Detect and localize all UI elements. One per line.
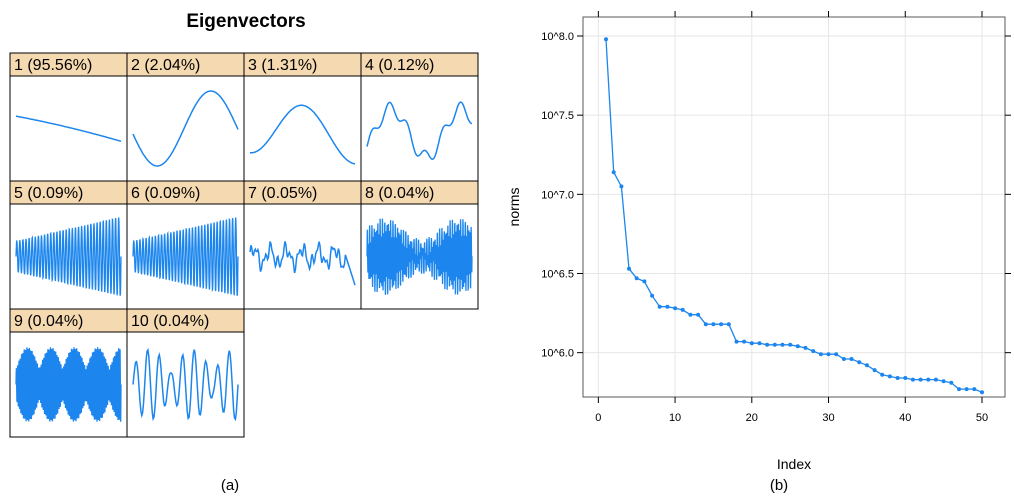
norm-point (780, 342, 785, 347)
eigenvector-3-line (250, 104, 356, 165)
y-tick-label: 10^7.5 (541, 110, 574, 122)
norms-panel: 0 10 20 30 40 50 10^6.0 10^6.5 10^7.0 10^7.5 10^8.… (506, 11, 1011, 494)
strip-label-3: 3 (1.31%) (248, 57, 317, 74)
norm-point (673, 306, 678, 311)
x-tick-label: 50 (976, 412, 988, 424)
norm-point (933, 377, 938, 382)
norm-point (665, 304, 670, 309)
x-tick-label: 40 (899, 412, 911, 424)
norm-point (696, 312, 701, 317)
strip-label-6: 6 (0.09%) (131, 185, 200, 202)
y-tick-label: 10^6.5 (541, 269, 574, 281)
norm-point (650, 293, 655, 298)
norm-point (918, 377, 923, 382)
x-tick-label: 0 (595, 412, 601, 424)
strip-label-2: 2 (2.04%) (131, 57, 200, 74)
eigenvector-4-line (366, 101, 473, 160)
norm-point (903, 376, 908, 380)
norm-point (818, 352, 823, 357)
eigenvector-plot-3 (243, 75, 362, 182)
norm-point (864, 363, 869, 368)
eigenvector-5-line (15, 217, 122, 296)
eigenvector-grid: 1 (95.56%) 2 (2.04%) 3 (1.31%) 4 (0.12%) 5 (… (9, 52, 479, 438)
norm-point (957, 387, 961, 392)
strip-label-10: 10 (0.04%) (131, 313, 209, 330)
norm-point (857, 360, 862, 365)
norm-point (887, 374, 892, 379)
x-tick-label: 20 (746, 412, 758, 424)
strip-label-9: 9 (0.04%) (14, 313, 83, 330)
norm-point (772, 342, 777, 347)
eigenvector-8-line (366, 218, 473, 295)
norm-point (657, 304, 662, 309)
norm-point (910, 377, 915, 382)
strip-label-1: 1 (95.56%) (14, 57, 92, 74)
y-tick-label: 10^6.0 (541, 348, 574, 360)
norm-point (872, 368, 877, 373)
caption-b: (b) (770, 477, 788, 494)
norms-ticks: 0 10 20 30 40 50 10^6.0 10^6.5 10^7.0 10^7.5 10^8.… (541, 11, 1011, 424)
x-tick-label: 10 (669, 412, 681, 424)
norm-point (895, 376, 900, 380)
norm-point (711, 322, 716, 327)
norm-point (826, 352, 831, 357)
norm-point (765, 342, 770, 347)
norm-point (788, 342, 793, 347)
norm-point (703, 322, 708, 327)
y-tick-label: 10^8.0 (541, 31, 574, 43)
norm-point (980, 390, 984, 395)
norm-point (688, 312, 693, 317)
norm-point (726, 322, 731, 327)
norm-point (811, 349, 816, 354)
norm-point (803, 345, 808, 350)
norm-point (604, 37, 608, 42)
strip-label-4: 4 (0.12%) (365, 57, 434, 74)
norm-point (680, 307, 685, 312)
eigenvector-plot-1 (9, 75, 128, 182)
eigenvectors-panel: Eigenvectors 1 (95.56%) 2 (2.04%) 3 (1.31%… (9, 11, 479, 494)
norm-point (795, 344, 800, 349)
norm-point (619, 184, 624, 189)
norm-point (719, 322, 724, 327)
eigenvector-10-line (132, 347, 239, 422)
caption-a: (a) (221, 477, 239, 494)
norms-line (605, 39, 983, 393)
strip-label-7: 7 (0.05%) (248, 185, 317, 202)
norm-point (611, 170, 616, 175)
norm-point (849, 357, 854, 361)
y-tick-label: 10^7.0 (541, 189, 574, 201)
eigenvector-plot-4 (360, 75, 479, 182)
norm-point (941, 379, 946, 384)
x-axis-label: Index (777, 456, 811, 472)
norm-point (964, 387, 969, 392)
norm-point (880, 372, 885, 377)
strip-label-8: 8 (0.04%) (365, 185, 434, 202)
norms-series (604, 37, 984, 395)
x-tick-label: 30 (822, 412, 834, 424)
norm-point (734, 339, 739, 344)
strip-label-5: 5 (0.09%) (14, 185, 83, 202)
eigenvector-9-line (15, 347, 122, 422)
norm-point (757, 341, 762, 346)
y-axis-label: norms (506, 188, 522, 227)
eigenvector-2-line (132, 90, 239, 167)
norm-point (749, 341, 754, 346)
eigenvector-plot-2 (126, 75, 245, 182)
eigenvector-7-line (249, 241, 356, 286)
norm-point (634, 276, 639, 281)
norms-plot-frame (582, 16, 1006, 398)
norm-point (972, 387, 977, 392)
norms-gridlines (583, 17, 1005, 397)
norm-point (841, 357, 846, 361)
norm-point (642, 279, 647, 284)
eigenvector-6-line (132, 217, 239, 296)
norm-point (926, 377, 931, 382)
eigenvectors-title: Eigenvectors (186, 11, 305, 32)
eigenvector-1-line (15, 115, 122, 143)
norm-point (627, 266, 631, 271)
norm-point (834, 352, 839, 357)
norm-point (742, 339, 747, 344)
norm-point (949, 380, 954, 385)
